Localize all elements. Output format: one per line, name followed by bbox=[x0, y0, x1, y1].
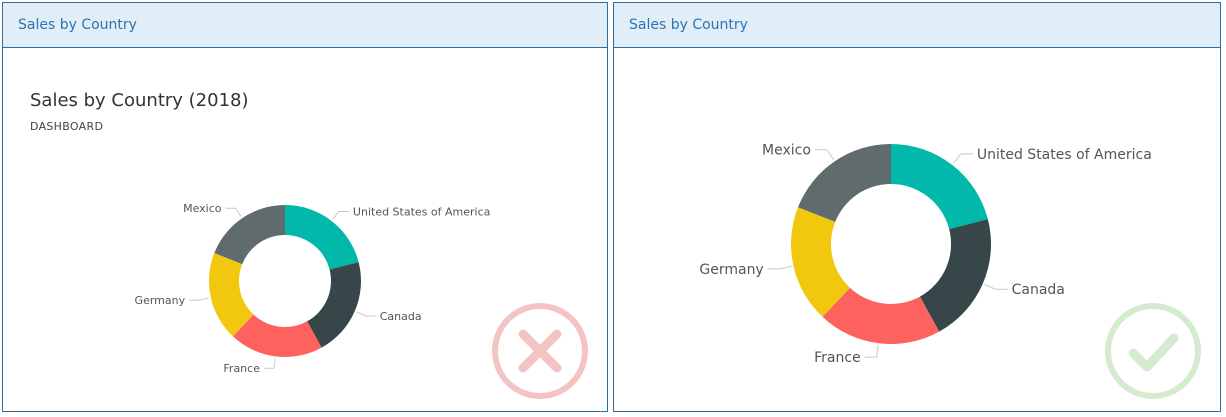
slice-mexico bbox=[798, 144, 891, 222]
leader-line bbox=[814, 149, 835, 160]
chart-panel-right: Sales by Country United States of Americ… bbox=[613, 2, 1221, 412]
slice-label-united-states-of-america: United States of America bbox=[353, 205, 490, 218]
leader-line bbox=[953, 153, 973, 164]
slice-label-canada: Canada bbox=[1012, 282, 1065, 298]
donut-chart: United States of America Canada France Germ… bbox=[135, 202, 491, 375]
x-icon bbox=[492, 303, 588, 399]
leader-line bbox=[225, 207, 242, 217]
chart-panel-left: Sales by Country Sales by Country (2018)… bbox=[2, 2, 608, 412]
slice-united-states-of-america bbox=[285, 205, 359, 270]
slice-label-france: France bbox=[223, 362, 260, 375]
slice-france bbox=[822, 287, 940, 344]
slice-united-states-of-america bbox=[891, 144, 988, 230]
leader-line bbox=[767, 265, 792, 270]
donut-chart: United States of America Canada France Germ… bbox=[699, 143, 1152, 366]
panel-body: Sales by Country (2018) DASHBOARD United… bbox=[3, 48, 607, 411]
slice-germany bbox=[791, 207, 850, 317]
slice-germany bbox=[209, 253, 254, 337]
slice-canada bbox=[307, 262, 362, 348]
slice-label-united-states-of-america: United States of America bbox=[977, 147, 1152, 163]
leader-line bbox=[332, 210, 349, 220]
chart-subtitle: DASHBOARD bbox=[30, 120, 104, 133]
panel-header: Sales by Country bbox=[3, 3, 607, 48]
check-icon bbox=[1105, 303, 1201, 399]
leader-line bbox=[189, 297, 209, 301]
slice-label-germany: Germany bbox=[135, 294, 186, 307]
slice-label-canada: Canada bbox=[380, 310, 422, 323]
chart-title: Sales by Country (2018) bbox=[30, 90, 249, 111]
leader-line bbox=[356, 311, 376, 317]
slice-label-france: France bbox=[814, 350, 861, 366]
slice-label-germany: Germany bbox=[699, 262, 763, 278]
panel-body: United States of America Canada France Germ… bbox=[614, 48, 1220, 411]
slice-mexico bbox=[214, 205, 285, 265]
leader-line bbox=[984, 284, 1008, 290]
slice-label-mexico: Mexico bbox=[762, 143, 811, 159]
slice-label-mexico: Mexico bbox=[183, 202, 222, 215]
leader-line bbox=[263, 358, 276, 369]
slice-canada bbox=[919, 219, 991, 332]
slice-france bbox=[232, 314, 322, 357]
leader-line bbox=[864, 345, 879, 358]
panel-header: Sales by Country bbox=[614, 3, 1220, 48]
